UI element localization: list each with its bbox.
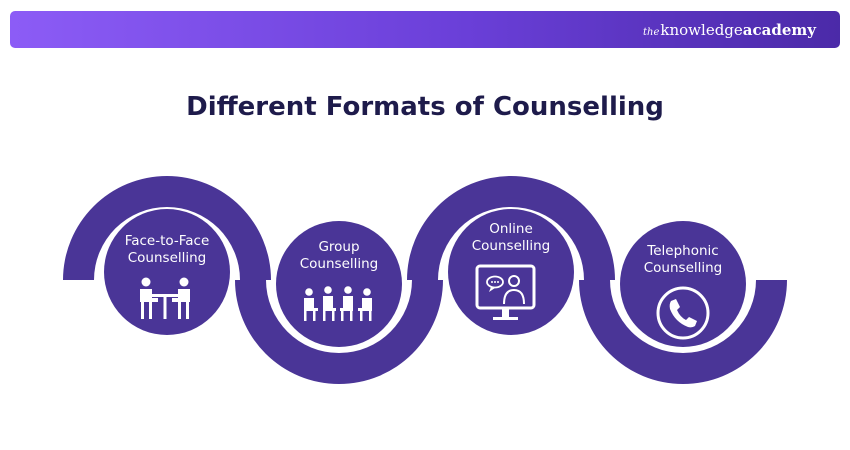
label-face-to-face: Face-to-Face Counselling [102, 233, 232, 267]
phone-icon [656, 286, 710, 340]
disc-online [448, 209, 574, 335]
disc-face-to-face [104, 209, 230, 335]
label-face-to-face-line2: Counselling [127, 250, 207, 266]
label-online-line2: Counselling [471, 238, 551, 254]
label-group-line2: Counselling [299, 256, 379, 272]
ribbon-segment-1 [63, 176, 271, 280]
header-bar: theknowledgeacademy [10, 11, 840, 48]
brand-logo: theknowledgeacademy [643, 11, 816, 48]
label-online-line1: Online [489, 221, 533, 237]
monitor-video-call-icon [475, 264, 536, 320]
label-group: Group Counselling [274, 239, 404, 273]
label-group-line1: Group [318, 239, 360, 255]
label-telephonic: Telephonic Counselling [618, 243, 748, 277]
disc-telephonic [620, 221, 746, 347]
label-face-to-face-line1: Face-to-Face [124, 233, 210, 249]
label-online: Online Counselling [446, 221, 576, 255]
group-meeting-icon [304, 286, 372, 321]
label-telephonic-line2: Counselling [643, 260, 723, 276]
page-title: Different Formats of Counselling [186, 92, 664, 122]
ribbon [63, 176, 787, 384]
ribbon-segment-3 [407, 176, 615, 280]
logo-the: the [643, 27, 660, 38]
two-people-at-table-icon [140, 277, 190, 319]
ribbon-segment-4 [579, 280, 787, 384]
ribbon-segment-2 [235, 280, 443, 384]
logo-academy: academy [742, 21, 816, 39]
logo-knowledge: knowledge [660, 21, 743, 39]
label-telephonic-line1: Telephonic [647, 243, 719, 259]
